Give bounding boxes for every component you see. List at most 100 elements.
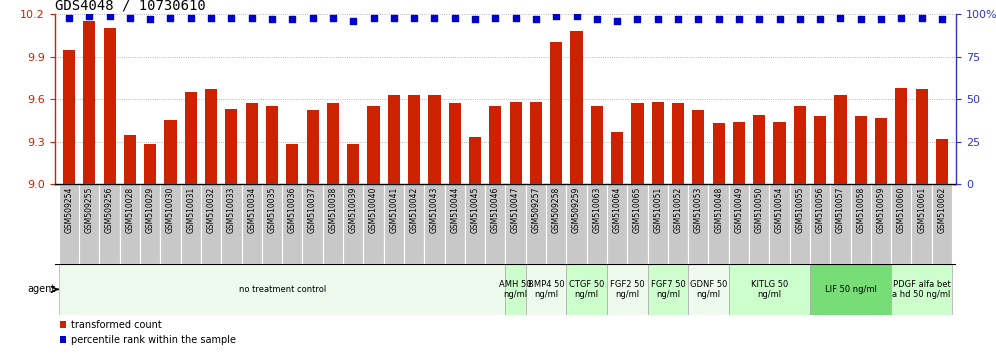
Bar xyxy=(708,184,729,264)
Text: GSM510053: GSM510053 xyxy=(694,187,703,233)
Bar xyxy=(651,102,663,184)
Point xyxy=(366,15,381,21)
Bar xyxy=(587,184,607,264)
Bar xyxy=(688,264,729,315)
Text: GSM510056: GSM510056 xyxy=(816,187,825,233)
Point xyxy=(913,15,929,21)
Text: GSM509257: GSM509257 xyxy=(532,187,541,233)
Text: GSM510064: GSM510064 xyxy=(613,187,622,233)
Bar xyxy=(794,106,806,184)
Point xyxy=(751,16,767,22)
Point xyxy=(528,16,544,22)
Bar xyxy=(891,264,952,315)
Text: GSM510040: GSM510040 xyxy=(369,187,378,233)
Bar xyxy=(307,110,319,184)
Point xyxy=(792,16,808,22)
Bar xyxy=(911,184,932,264)
Bar xyxy=(688,184,708,264)
Text: GSM510046: GSM510046 xyxy=(491,187,500,233)
Bar xyxy=(851,184,871,264)
Point xyxy=(142,16,158,22)
Bar xyxy=(814,116,827,184)
Text: GSM510059: GSM510059 xyxy=(876,187,885,233)
Text: GSM510061: GSM510061 xyxy=(917,187,926,233)
Bar xyxy=(692,110,704,184)
Text: GSM510028: GSM510028 xyxy=(125,187,134,233)
Bar xyxy=(749,184,769,264)
Bar xyxy=(164,120,176,184)
Text: GSM510060: GSM510060 xyxy=(896,187,905,233)
Bar xyxy=(729,184,749,264)
Bar xyxy=(469,137,481,184)
Bar xyxy=(124,135,136,184)
Point xyxy=(244,15,260,21)
Bar xyxy=(567,184,587,264)
Bar xyxy=(831,184,851,264)
Text: GSM509255: GSM509255 xyxy=(85,187,94,233)
Text: BMP4 50
ng/ml: BMP4 50 ng/ml xyxy=(528,280,565,299)
Bar xyxy=(526,184,546,264)
Point xyxy=(629,16,645,22)
Bar xyxy=(364,184,383,264)
Point xyxy=(731,16,747,22)
Point xyxy=(670,16,686,22)
Bar xyxy=(79,184,100,264)
Point xyxy=(772,16,788,22)
Text: agent: agent xyxy=(27,284,55,295)
Bar xyxy=(201,184,221,264)
Bar xyxy=(323,184,343,264)
Bar xyxy=(368,106,379,184)
Bar xyxy=(891,184,911,264)
Legend: transformed count, percentile rank within the sample: transformed count, percentile rank withi… xyxy=(60,320,236,345)
Point xyxy=(61,15,77,21)
Bar xyxy=(485,184,505,264)
Bar xyxy=(936,139,948,184)
Bar xyxy=(59,264,505,315)
Point xyxy=(183,15,199,21)
Text: GSM510042: GSM510042 xyxy=(409,187,418,233)
Text: GSM510035: GSM510035 xyxy=(268,187,277,233)
Point xyxy=(690,16,706,22)
Point xyxy=(406,15,422,21)
Point xyxy=(346,18,362,24)
Text: LIF 50 ng/ml: LIF 50 ng/ml xyxy=(825,285,876,294)
Text: GDS4048 / 10730610: GDS4048 / 10730610 xyxy=(55,0,205,13)
Point xyxy=(711,16,727,22)
Bar xyxy=(530,102,542,184)
Point xyxy=(426,15,442,21)
Text: FGF7 50
ng/ml: FGF7 50 ng/ml xyxy=(650,280,685,299)
Point xyxy=(82,13,98,19)
Text: GSM510050: GSM510050 xyxy=(755,187,764,233)
Bar xyxy=(774,122,786,184)
Text: GSM510043: GSM510043 xyxy=(430,187,439,233)
Text: CTGF 50
ng/ml: CTGF 50 ng/ml xyxy=(569,280,605,299)
Bar xyxy=(444,184,465,264)
Bar xyxy=(607,184,627,264)
Bar xyxy=(932,184,952,264)
Point xyxy=(569,13,585,19)
Text: GSM510054: GSM510054 xyxy=(775,187,784,233)
Point xyxy=(264,16,280,22)
Text: GSM510063: GSM510063 xyxy=(593,187,602,233)
Bar xyxy=(63,50,75,184)
Text: GSM509258: GSM509258 xyxy=(552,187,561,233)
Bar xyxy=(567,264,607,315)
Text: GSM510038: GSM510038 xyxy=(329,187,338,233)
Bar xyxy=(810,184,831,264)
Text: GSM509254: GSM509254 xyxy=(65,187,74,233)
Bar xyxy=(408,95,420,184)
Bar xyxy=(627,184,647,264)
Text: KITLG 50
ng/ml: KITLG 50 ng/ml xyxy=(751,280,788,299)
Text: PDGF alfa bet
a hd 50 ng/ml: PDGF alfa bet a hd 50 ng/ml xyxy=(892,280,951,299)
Text: GSM510047: GSM510047 xyxy=(511,187,520,233)
Text: GSM510051: GSM510051 xyxy=(653,187,662,233)
Bar xyxy=(225,109,237,184)
Text: GSM510034: GSM510034 xyxy=(247,187,256,233)
Bar xyxy=(835,95,847,184)
Point xyxy=(893,15,909,21)
Point xyxy=(853,16,869,22)
Point xyxy=(873,16,889,22)
Point xyxy=(467,16,483,22)
Text: AMH 50
ng/ml: AMH 50 ng/ml xyxy=(499,280,532,299)
Bar xyxy=(510,102,522,184)
